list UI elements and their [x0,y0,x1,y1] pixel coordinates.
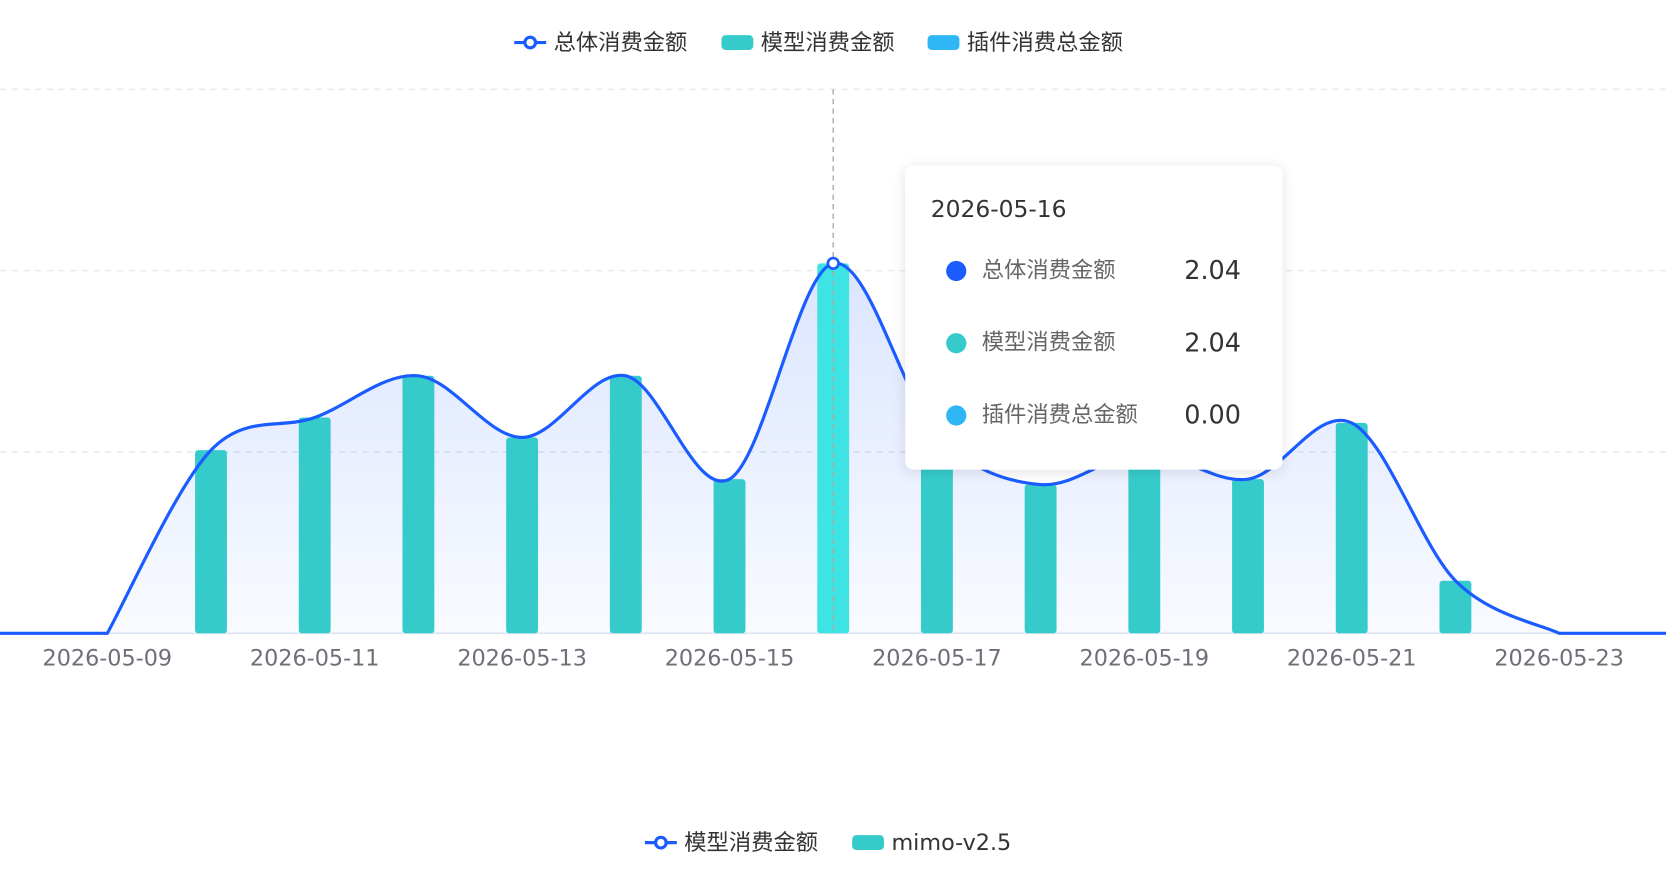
x-tick-label: 2026-05-13 [457,645,587,671]
legend-label[interactable]: 总体消费金额 [554,30,688,56]
bar [713,479,746,634]
legend-label[interactable]: 插件消费总金额 [967,30,1123,56]
line [0,261,1666,635]
bar [195,450,227,634]
x-tick-label: 2026-05-23 [1494,645,1624,671]
bar [506,437,539,634]
tooltip: 2026-05-16 总体消费金额 2.04 模型消费金额 2.04 插件消费总金额 0.… [905,165,1283,470]
tooltip-name: 插件消费总金额 [982,402,1138,428]
tooltip-dot [946,405,967,426]
x-tick-label: 2026-05-21 [1287,645,1417,671]
bar [609,375,642,634]
x-tick-label: 2026-05-11 [250,645,380,671]
x-tick-label: 2026-05-09 [43,645,173,671]
legend-label[interactable]: 模型消费金额 [684,830,818,856]
plot: 2026-05-09 2026-05-11 2026-05-13 2026-05-15… [0,88,1666,671]
x-tick-label: 2026-05-19 [1080,645,1210,671]
bar [298,417,331,634]
bar [1439,580,1472,634]
legend-label[interactable]: 模型消费金额 [761,30,895,56]
tooltip-value: 2.04 [1184,256,1241,286]
legend-icon [721,35,754,50]
legend-icon [653,835,668,850]
bar [402,375,435,634]
tooltip-name: 模型消费金额 [982,330,1116,356]
bar [1232,479,1264,634]
tooltip-name: 总体消费金额 [982,257,1116,283]
legend-icon [523,35,538,50]
bar [1024,484,1057,634]
tooltip-date: 2026-05-16 [931,195,1067,223]
bar [1128,451,1161,634]
x-tick-label: 2026-05-17 [872,645,1002,671]
tooltip-dot [946,333,967,354]
hover-point [826,256,840,271]
legend-icon [852,835,884,851]
tooltip-value: 2.04 [1184,328,1241,358]
x-tick-label: 2026-05-15 [665,645,795,671]
legend-icon [927,35,960,50]
tooltip-value: 0.00 [1184,401,1241,431]
tooltip-dot [946,260,967,282]
bar [920,433,953,634]
legend-label[interactable]: mimo-v2.5 [891,830,1011,856]
bar [1335,422,1368,634]
tooltip-box [905,165,1283,470]
